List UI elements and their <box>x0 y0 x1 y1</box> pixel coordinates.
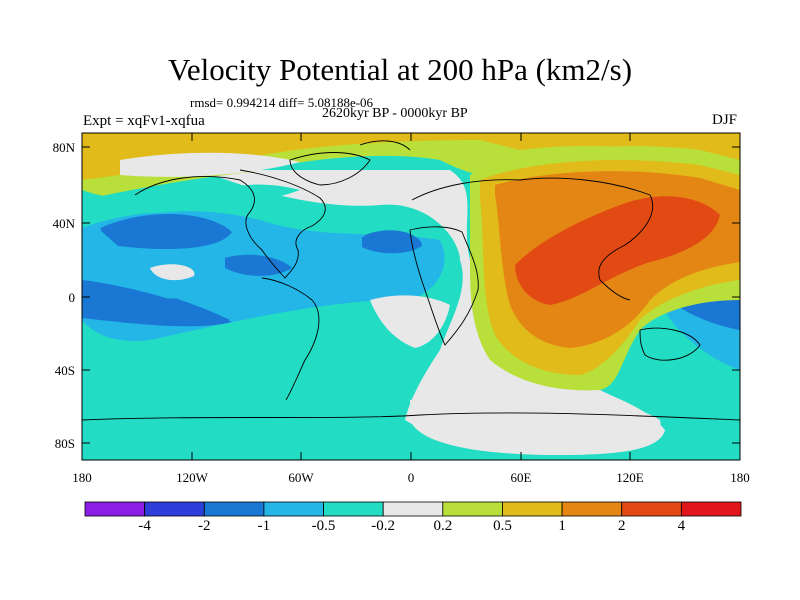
colorbar-label: 1 <box>558 518 566 534</box>
colorbar-label: 4 <box>677 518 686 534</box>
plot-title: Velocity Potential at 200 hPa (km2/s) <box>167 52 633 87</box>
lat-label-0: 0 <box>68 290 76 305</box>
lon-label-180w: 180 <box>72 470 92 485</box>
colorbar-label: -0.5 <box>311 518 336 534</box>
period-line: 2620kyr BP - 0000kyr BP <box>322 106 468 121</box>
axis-ticks <box>81 133 741 460</box>
lat-label-40s: 40S <box>54 363 75 378</box>
colorbar-box <box>382 501 444 517</box>
colorbar-label: -1 <box>257 518 271 534</box>
field-neutral-south <box>410 397 661 455</box>
field-neutral-atlantic <box>370 295 450 348</box>
colorbar-box <box>84 501 146 517</box>
lon-label-120e: 120E <box>616 470 644 485</box>
colorbar-label: -2 <box>198 518 211 534</box>
colorbar-label: 0.2 <box>433 518 453 534</box>
colorbar-box <box>680 501 742 517</box>
stats-line: rmsd= 0.994214 diff= 5.08188e-06 <box>190 95 374 110</box>
colorbar <box>84 501 742 517</box>
colorbar-box <box>621 501 682 517</box>
lat-label-40n: 40N <box>52 216 75 231</box>
lon-label-60e: 60E <box>510 470 532 485</box>
colorbar-label: 0.5 <box>493 518 512 534</box>
colorbar-box <box>144 501 205 517</box>
colorbar-box <box>442 501 503 517</box>
colorbar-label: -0.2 <box>371 518 396 534</box>
colorbar-box <box>561 501 623 517</box>
lon-label-120w: 120W <box>176 470 208 485</box>
colorbar-box <box>502 501 563 517</box>
lat-label-80s: 80S <box>54 436 75 451</box>
colorbar-label: -4 <box>138 518 151 534</box>
colorbar-box <box>263 501 324 517</box>
colorbar-box <box>203 501 265 517</box>
season-label: DJF <box>712 112 738 128</box>
field-red-orange-east <box>515 196 720 305</box>
lon-label-180e: 180 <box>730 470 750 485</box>
field-yellow-north <box>82 133 740 180</box>
colorbar-box <box>323 501 384 517</box>
coastlines <box>82 140 740 421</box>
lon-label-60w: 60W <box>288 470 314 485</box>
experiment-label: Expt = xqFv1-xqfua <box>83 113 205 129</box>
field-neutral-band <box>82 170 665 455</box>
contour-field <box>82 133 740 460</box>
lon-label-0: 0 <box>407 470 415 485</box>
colorbar-label: 2 <box>617 518 626 534</box>
lat-label-80n: 80N <box>52 140 75 155</box>
